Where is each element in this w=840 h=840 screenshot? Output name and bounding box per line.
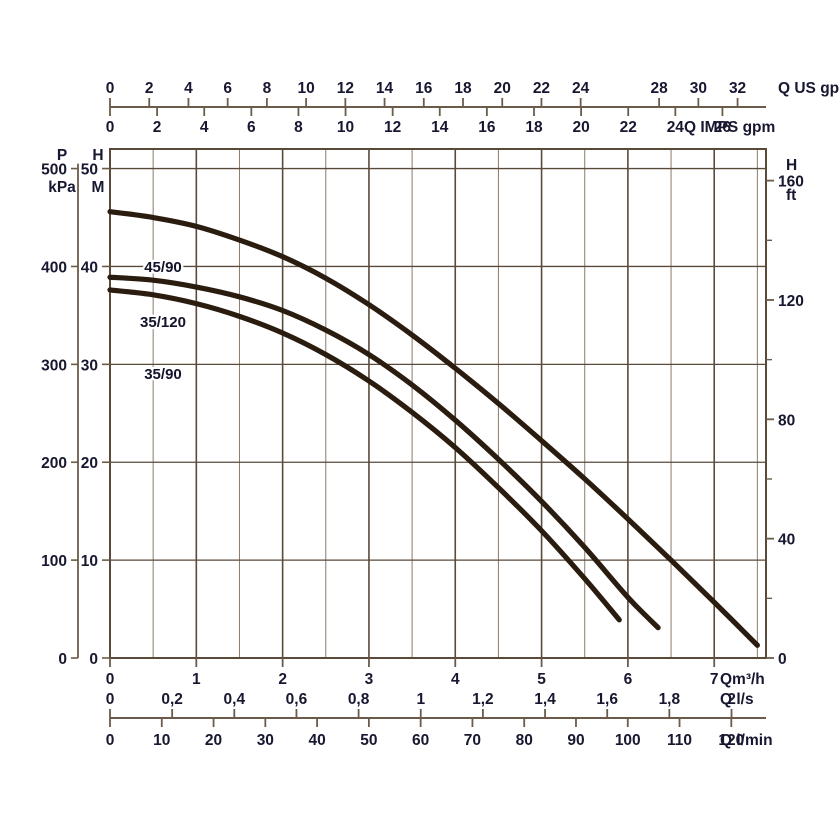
tick-label-head-m: 40 xyxy=(81,259,98,276)
tick-label-imps-gpm: 6 xyxy=(247,119,256,136)
tick-label-imps-gpm: 4 xyxy=(200,119,209,136)
axis-unit-ft: ft xyxy=(786,187,796,204)
tick-label-ls: 0,2 xyxy=(161,691,183,708)
tick-label-lmin: 40 xyxy=(308,732,325,749)
tick-label-us-gpm: 8 xyxy=(263,80,272,97)
tick-label-us-gpm: 20 xyxy=(494,80,511,97)
tick-label-lmin: 50 xyxy=(360,732,377,749)
tick-label-us-gpm: 24 xyxy=(572,80,590,97)
tick-label-ls: 0,4 xyxy=(224,691,246,708)
tick-label-m3h: 7 xyxy=(710,671,719,688)
axis-unit-m3h: Qm³/h xyxy=(720,671,765,688)
tick-label-ls: 2 xyxy=(727,691,736,708)
tick-label-us-gpm: 2 xyxy=(145,80,154,97)
tick-label-imps-gpm: 16 xyxy=(478,119,496,136)
tick-label-us-gpm: 22 xyxy=(533,80,550,97)
tick-label-lmin: 10 xyxy=(153,732,170,749)
curve-35-120 xyxy=(107,274,661,631)
tick-label-head-m: 30 xyxy=(81,357,98,374)
tick-label-ls: 1,8 xyxy=(659,691,681,708)
tick-label-head-m: 10 xyxy=(81,553,98,570)
tick-label-imps-gpm: 20 xyxy=(572,119,589,136)
tick-label-m3h: 0 xyxy=(106,671,115,688)
tick-label-kpa: 200 xyxy=(41,455,67,472)
tick-label-us-gpm: 28 xyxy=(650,80,668,97)
tick-label-lmin: 100 xyxy=(615,732,641,749)
tick-label-us-gpm: 4 xyxy=(184,80,193,97)
tick-label-imps-gpm: 0 xyxy=(106,119,115,136)
tick-label-m3h: 3 xyxy=(365,671,374,688)
tick-label-head-ft: 160 xyxy=(778,174,804,191)
tick-label-head-ft: 40 xyxy=(778,532,795,549)
tick-label-head-ft: 120 xyxy=(778,293,804,310)
axis-label-P: P xyxy=(57,147,67,164)
tick-label-us-gpm: 18 xyxy=(454,80,472,97)
tick-label-us-gpm: 30 xyxy=(690,80,707,97)
tick-label-lmin: 120 xyxy=(718,732,744,749)
tick-label-head-ft: 80 xyxy=(778,412,795,429)
tick-label-imps-gpm: 12 xyxy=(384,119,401,136)
tick-label-lmin: 90 xyxy=(567,732,584,749)
axis-unit-kPa: kPa xyxy=(48,179,76,196)
curve-label-45-90: 45/90 xyxy=(144,259,182,276)
tick-label-lmin: 0 xyxy=(106,732,115,749)
tick-label-kpa: 300 xyxy=(41,357,67,374)
axis-label-H-right: H xyxy=(786,157,797,174)
curve-label-35-120: 35/120 xyxy=(140,314,186,331)
tick-label-us-gpm: 10 xyxy=(297,80,314,97)
tick-label-head-m: 50 xyxy=(81,162,98,179)
curve-label-35-90: 35/90 xyxy=(144,366,182,383)
tick-label-lmin: 110 xyxy=(667,732,692,749)
tick-label-ls: 1,2 xyxy=(472,691,494,708)
axis-unit-M: M xyxy=(92,179,105,196)
curve-45-90 xyxy=(107,209,760,648)
tick-label-m3h: 1 xyxy=(192,671,201,688)
axis-unit-ls: Q l/s xyxy=(720,691,754,708)
tick-label-imps-gpm: 8 xyxy=(294,119,303,136)
tick-label-imps-gpm: 2 xyxy=(153,119,162,136)
tick-label-ls: 0,6 xyxy=(286,691,308,708)
tick-label-ls: 1 xyxy=(416,691,425,708)
tick-label-kpa: 500 xyxy=(41,162,67,179)
tick-label-lmin: 20 xyxy=(205,732,222,749)
tick-label-lmin: 30 xyxy=(257,732,274,749)
tick-label-m3h: 6 xyxy=(624,671,633,688)
tick-label-ls: 1,4 xyxy=(534,691,556,708)
tick-label-head-m: 0 xyxy=(89,651,98,668)
tick-label-us-gpm: 32 xyxy=(729,80,746,97)
tick-label-ls: 0,8 xyxy=(348,691,370,708)
tick-label-ls: 1,6 xyxy=(596,691,618,708)
tick-label-head-m: 20 xyxy=(81,455,98,472)
axis-unit-lmin: Q l/min xyxy=(720,732,773,749)
tick-label-m3h: 2 xyxy=(278,671,287,688)
tick-label-lmin: 70 xyxy=(464,732,481,749)
curve-35-90 xyxy=(107,287,622,623)
tick-label-kpa: 0 xyxy=(58,651,67,668)
tick-label-lmin: 60 xyxy=(412,732,429,749)
tick-label-us-gpm: 6 xyxy=(223,80,232,97)
tick-label-us-gpm: 0 xyxy=(106,80,115,97)
tick-label-m3h: 5 xyxy=(537,671,546,688)
tick-label-m3h: 4 xyxy=(451,671,460,688)
tick-label-us-gpm: 16 xyxy=(415,80,433,97)
tick-label-imps-gpm: 24 xyxy=(667,119,685,136)
axis-unit-imps-gpm: Q IMPS gpm xyxy=(684,119,775,136)
tick-label-head-ft: 0 xyxy=(778,651,787,668)
tick-label-lmin: 80 xyxy=(516,732,533,749)
tick-label-imps-gpm: 22 xyxy=(620,119,637,136)
tick-label-us-gpm: 14 xyxy=(376,80,394,97)
axis-label-H-left: H xyxy=(92,147,103,164)
tick-label-imps-gpm: 18 xyxy=(525,119,543,136)
tick-label-imps-gpm: 10 xyxy=(337,119,354,136)
tick-label-us-gpm: 12 xyxy=(337,80,354,97)
tick-label-imps-gpm: 26 xyxy=(714,119,732,136)
tick-label-kpa: 400 xyxy=(41,259,67,276)
axis-unit-us-gpm: Q US gpm xyxy=(778,80,840,97)
tick-label-kpa: 100 xyxy=(41,553,67,570)
tick-label-ls: 0 xyxy=(106,691,115,708)
tick-label-imps-gpm: 14 xyxy=(431,119,449,136)
plot-frame xyxy=(109,148,767,659)
